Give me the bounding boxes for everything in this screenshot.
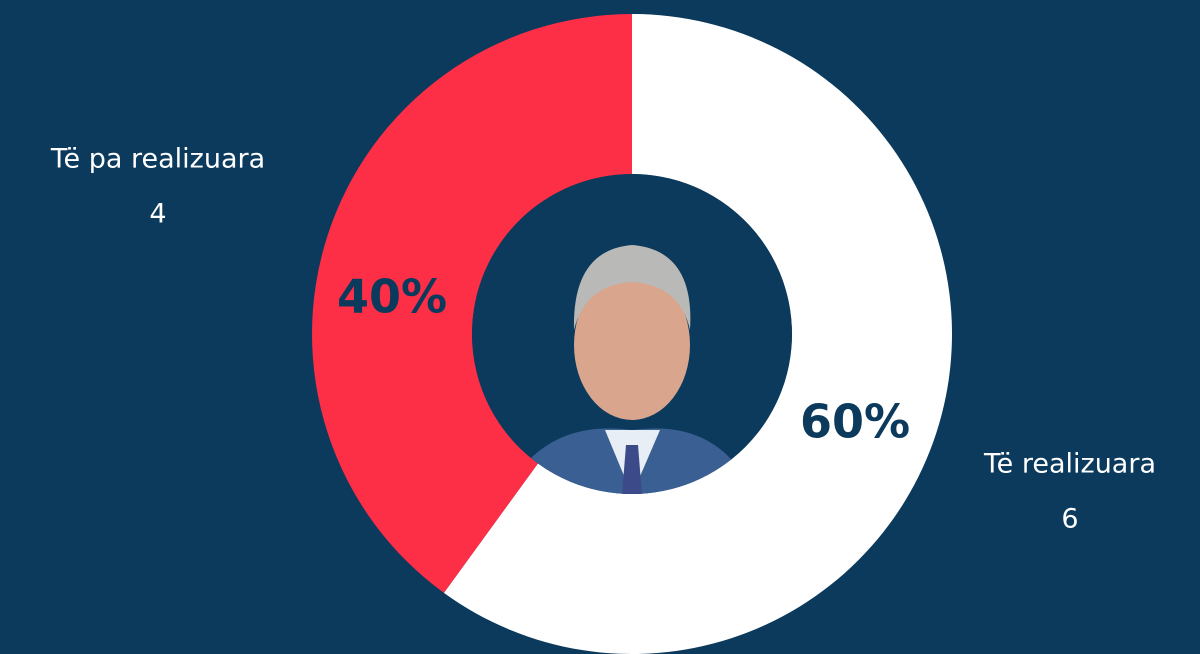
slices — [312, 14, 952, 654]
count-label: 6 — [1061, 504, 1078, 535]
count-label: 4 — [149, 199, 166, 230]
labels: 60% Të realizuara 6 40% Të pa realizuara 4 — [50, 144, 1156, 535]
category-label: Të realizuara — [983, 449, 1156, 480]
category-label: Të pa realizuara — [50, 144, 265, 175]
donut-slice — [312, 14, 632, 593]
percent-label: 40% — [337, 270, 447, 324]
portrait — [472, 174, 792, 494]
donut-slice — [443, 14, 952, 654]
percent-label: 60% — [800, 395, 910, 449]
